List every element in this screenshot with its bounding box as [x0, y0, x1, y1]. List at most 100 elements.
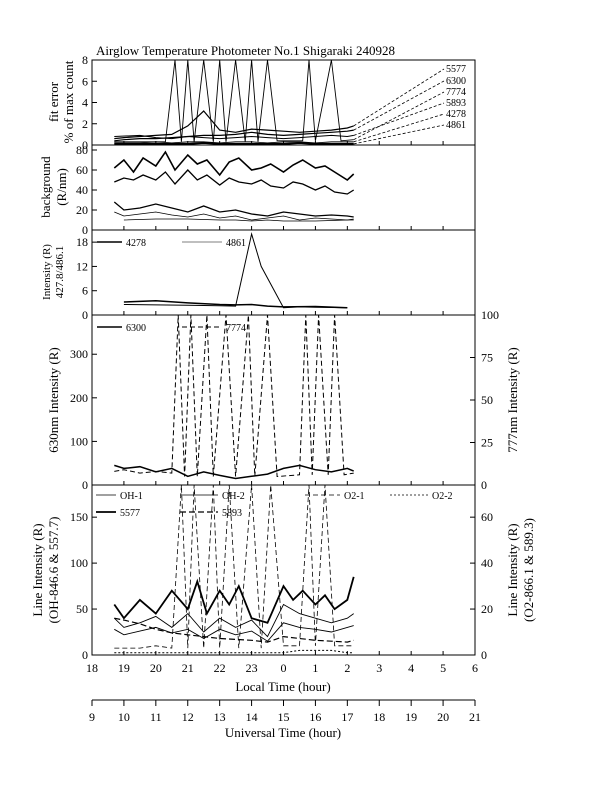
legend-oh2-label: OH-2 — [222, 491, 245, 502]
svg-text:777nm Intensity (R): 777nm Intensity (R) — [505, 347, 520, 452]
local-time-tick-label: 6 — [472, 661, 478, 675]
local-time-label: Local Time (hour) — [235, 679, 330, 694]
y-tick-label-right: 20 — [481, 602, 493, 616]
y-tick-label: 300 — [70, 347, 88, 361]
legend-630-777: 6300 7774 — [97, 323, 246, 334]
ut-tick-label: 13 — [214, 710, 226, 724]
line-5577 — [113, 576, 355, 624]
y-tick-label: 0 — [82, 648, 88, 662]
fit-legend-label: 5577 — [446, 64, 466, 75]
y-tick-label: 0 — [82, 138, 88, 152]
y-label-line-left: Line Intensity (R) (OH-846.6 & 557.7) — [30, 517, 61, 624]
y-tick-label: 6 — [82, 284, 88, 298]
local-time-tick-label: 21 — [182, 661, 194, 675]
fit-legend-label: 4278 — [446, 109, 466, 120]
local-time-tick-label: 1 — [312, 661, 318, 675]
y-label-line-right: Line Intensity (R) (O2-866.1 & 589.3) — [505, 518, 536, 622]
line-o22 — [114, 649, 354, 654]
y-tick-label-right: 50 — [481, 393, 493, 407]
legend-427-486: 4278 4861 — [97, 238, 246, 249]
legend-o21-label: O2-1 — [344, 491, 365, 502]
y-tick-label: 50 — [76, 602, 88, 616]
local-time-tick-label: 2 — [344, 661, 350, 675]
panel-427-486-frame — [91, 229, 476, 316]
svg-text:% of max count: % of max count — [61, 60, 76, 143]
intensity-6300-line — [114, 464, 354, 480]
y-tick-label: 20 — [76, 203, 88, 217]
ut-tick-label: 11 — [150, 710, 162, 724]
ut-tick-label: 15 — [278, 710, 290, 724]
legend-6300-label: 6300 — [126, 323, 146, 334]
universal-time-label: Universal Time (hour) — [225, 725, 341, 740]
y-tick-label: 200 — [70, 391, 88, 405]
fit-legend-label: 5893 — [446, 98, 466, 109]
y-tick-label-right: 25 — [481, 436, 493, 450]
fit-error-line-4278 — [114, 141, 354, 144]
svg-text:background: background — [38, 156, 53, 218]
fit-legend-label: 4861 — [446, 120, 466, 131]
svg-text:Intensity (R): Intensity (R) — [41, 244, 53, 300]
panel-630-777-frame — [91, 314, 476, 486]
legend-4861-label: 4861 — [226, 238, 246, 249]
y-tick-label: 2 — [82, 117, 88, 131]
line-oh2 — [114, 622, 354, 642]
y-tick-label: 80 — [76, 143, 88, 157]
background-line — [113, 201, 354, 218]
plot-layer — [113, 59, 355, 654]
y-label-background: background (R/nm) — [38, 156, 69, 218]
y-tick-label: 4 — [82, 96, 88, 110]
fit-legend-leader — [353, 91, 445, 141]
ut-tick-label: 18 — [373, 710, 385, 724]
y-tick-label: 0 — [82, 223, 88, 237]
legend-5893-label: 5893 — [222, 508, 242, 519]
local-time-tick-label: 18 — [86, 661, 98, 675]
line-oh1 — [113, 603, 354, 638]
fit-legend-label: 6300 — [446, 76, 466, 87]
svg-text:427.8/486.1: 427.8/486.1 — [54, 246, 66, 299]
intensity-7774-line — [114, 314, 354, 478]
fit-error-line-5893 — [114, 134, 354, 140]
y-tick-label: 40 — [76, 183, 88, 197]
ut-tick-label: 10 — [118, 710, 130, 724]
legend-oh1-label: OH-1 — [120, 491, 143, 502]
y-tick-label: 6 — [82, 74, 88, 88]
local-time-tick-label: 22 — [214, 661, 226, 675]
y-label-777: 777nm Intensity (R) — [505, 347, 520, 452]
fit-legend-leader — [353, 124, 445, 145]
ut-tick-label: 14 — [246, 710, 258, 724]
ut-tick-label: 17 — [341, 710, 353, 724]
background-line — [114, 211, 354, 221]
svg-text:fit error: fit error — [46, 81, 61, 122]
intensity-4861-line — [123, 232, 348, 309]
fit-legend-leader — [353, 102, 445, 136]
fit-legend-leader — [353, 80, 445, 131]
svg-text:(OH-846.6 & 557.7): (OH-846.6 & 557.7) — [46, 517, 61, 624]
y-tick-label: 150 — [70, 510, 88, 524]
y-tick-label: 8 — [82, 53, 88, 67]
y-label-630: 630nm Intensity (R) — [46, 347, 61, 452]
fit-error-line-7774 — [114, 59, 354, 143]
ut-tick-label: 9 — [89, 710, 95, 724]
local-time-tick-label: 19 — [118, 661, 130, 675]
y-tick-label-right: 0 — [481, 478, 487, 492]
y-label-427-486: Intensity (R) 427.8/486.1 — [41, 244, 66, 300]
fit-legend-label: 7774 — [446, 87, 466, 98]
svg-text:Line Intensity (R): Line Intensity (R) — [30, 523, 45, 616]
fit-legend-leader — [353, 68, 445, 127]
y-tick-label: 60 — [76, 163, 88, 177]
ut-tick-label: 12 — [182, 710, 194, 724]
y-tick-label: 0 — [82, 308, 88, 322]
fit-error-line-4861 — [114, 141, 354, 145]
fit-legend-leader — [353, 113, 445, 143]
panel-fit-error-frame — [91, 59, 476, 146]
local-time-tick-label: 23 — [246, 661, 258, 675]
fit-error-line-5577 — [114, 110, 354, 140]
y-tick-label: 0 — [82, 478, 88, 492]
legend-4278-label: 4278 — [126, 238, 146, 249]
ut-tick-label: 19 — [405, 710, 417, 724]
svg-text:630nm Intensity (R): 630nm Intensity (R) — [46, 347, 61, 452]
y-tick-label: 100 — [70, 556, 88, 570]
panel-line-intensity-frame — [91, 484, 476, 656]
